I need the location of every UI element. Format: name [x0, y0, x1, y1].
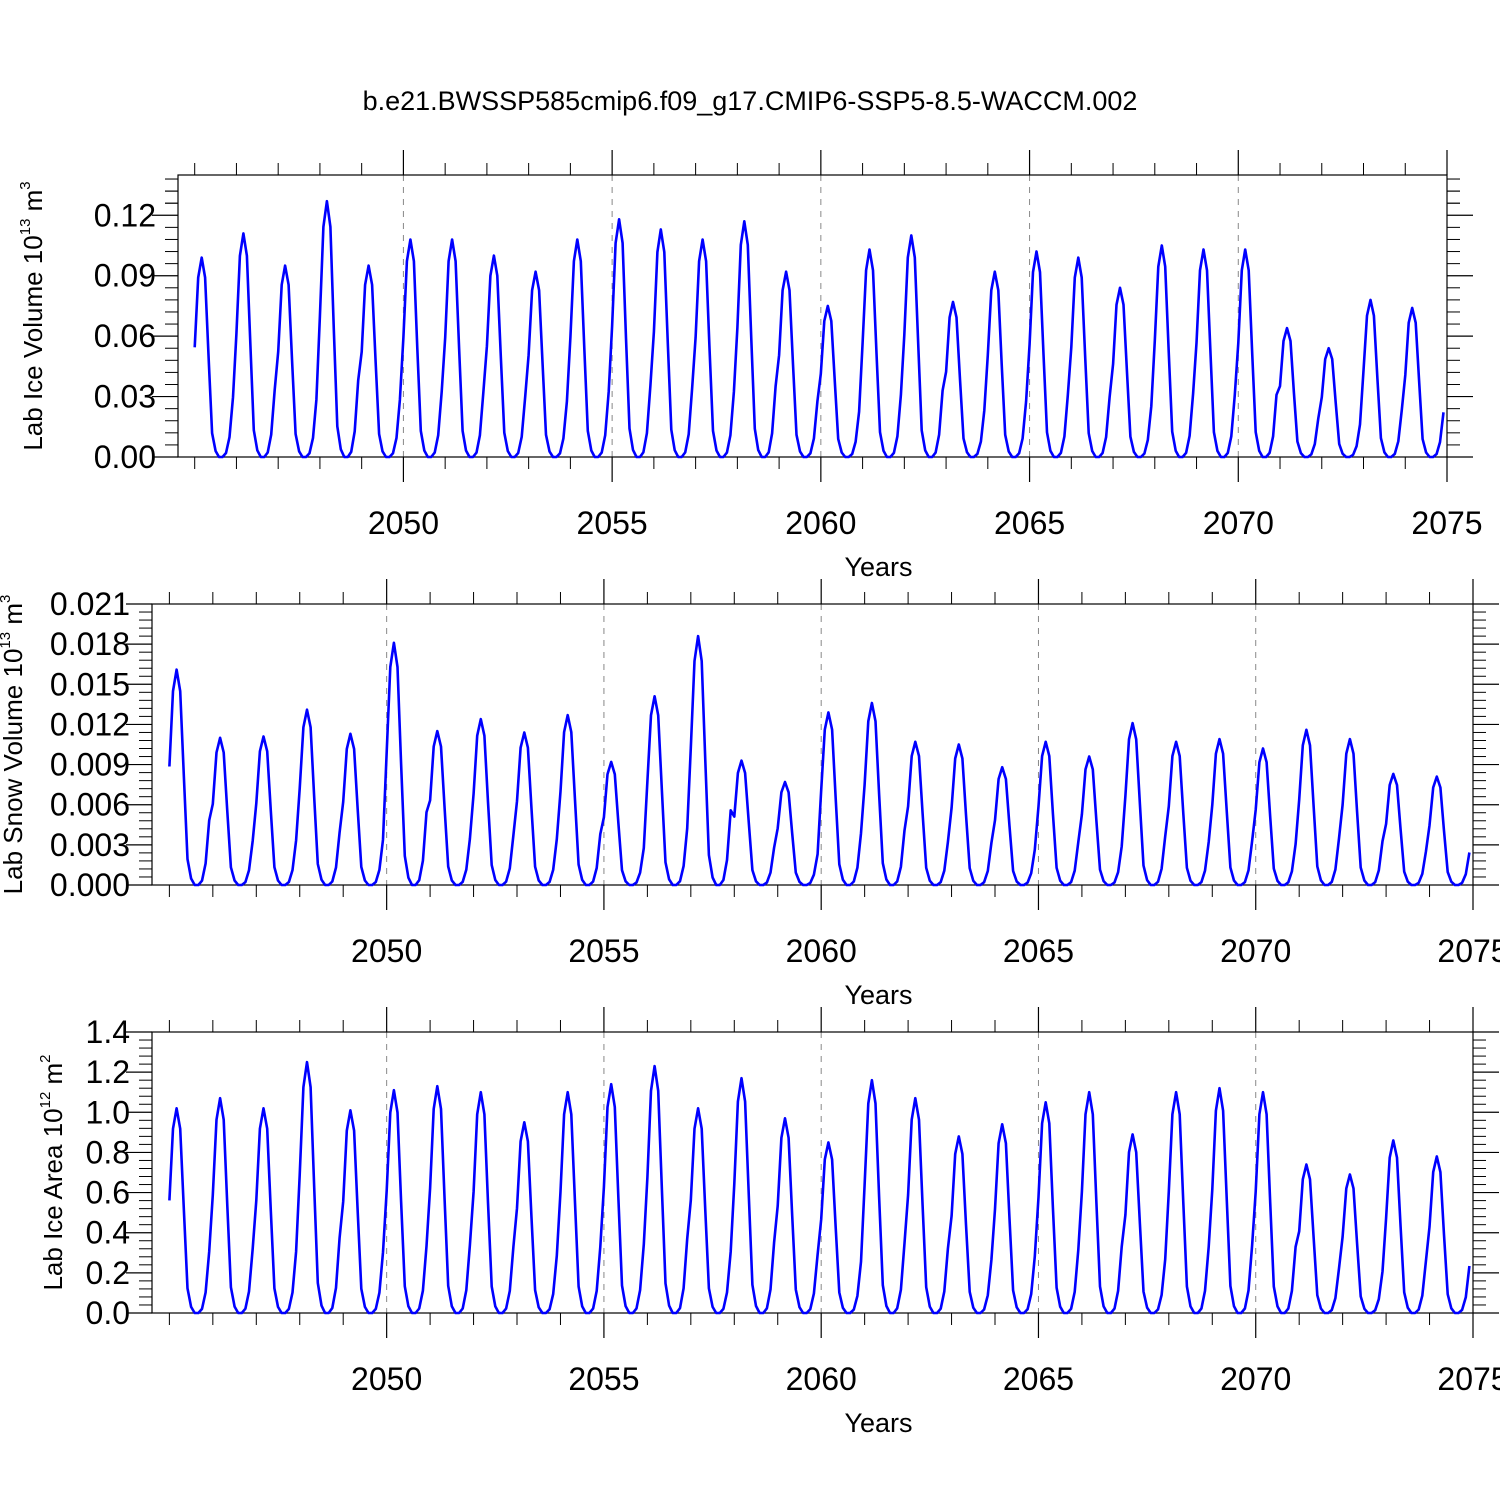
y-axis-label: Lab Ice Volume 1013 m3 — [17, 181, 48, 450]
y-tick-label: 0.021 — [50, 586, 130, 622]
y-axis-label: Lab Ice Area 1012 m2 — [37, 1054, 68, 1290]
x-tick-label: 2050 — [368, 505, 439, 541]
x-tick-label: 2060 — [786, 1361, 857, 1397]
y-tick-label: 0.4 — [86, 1215, 130, 1251]
chart-title: b.e21.BWSSP585cmip6.f09_g17.CMIP6-SSP5-8… — [363, 86, 1138, 116]
y-tick-label: 0.6 — [86, 1175, 130, 1211]
y-tick-label: 0.012 — [50, 706, 130, 742]
y-tick-label: 0.0 — [86, 1295, 130, 1331]
panel-1: 2050 2055 2060 2065 2070 2075 Years 0.00 0.03 0.0… — [17, 150, 1483, 582]
x-tick-label: 2050 — [351, 933, 422, 969]
x-axis-label: Years — [844, 1408, 912, 1438]
x-tick-label: 2055 — [577, 505, 648, 541]
y-tick-label: 0.018 — [50, 626, 130, 662]
plot-frame — [151, 1031, 1474, 1314]
y-tick-label: 0.2 — [86, 1255, 130, 1291]
x-tick-label: 2070 — [1220, 933, 1291, 969]
plot-frame — [151, 603, 1474, 886]
y-tick-label: 1.0 — [86, 1094, 130, 1130]
x-tick-label: 2075 — [1411, 505, 1482, 541]
y-tick-label: 0.009 — [50, 747, 130, 783]
y-tick-label: 0.12 — [94, 197, 156, 233]
y-tick-label: 0.003 — [50, 827, 130, 863]
y-tick-label: 0.006 — [50, 787, 130, 823]
y-tick-label: 0.8 — [86, 1134, 130, 1170]
x-axis-label: Years — [844, 980, 912, 1010]
series-line — [168, 1060, 1471, 1315]
panel-2: 2050 2055 2060 2065 2070 2075 Years 0.000 0.003 0… — [0, 579, 1500, 1010]
x-tick-label: 2075 — [1437, 1361, 1500, 1397]
y-tick-label: 0.09 — [94, 258, 156, 294]
series-line — [168, 634, 1471, 887]
y-tick-label: 0.06 — [94, 318, 156, 354]
x-axis-label: Years — [844, 552, 912, 582]
panel-3: 2050 2055 2060 2065 2070 2075 Years 0.0 0.2 0.4 0.… — [37, 1007, 1500, 1438]
x-tick-label: 2055 — [568, 933, 639, 969]
y-tick-label: 0.015 — [50, 666, 130, 702]
y-tick-label: 0.00 — [94, 439, 156, 475]
x-tick-label: 2070 — [1203, 505, 1274, 541]
x-tick-label: 2065 — [1003, 1361, 1074, 1397]
x-tick-label: 2065 — [1003, 933, 1074, 969]
plot-frame — [177, 174, 1448, 458]
x-tick-label: 2060 — [786, 933, 857, 969]
x-tick-label: 2070 — [1220, 1361, 1291, 1397]
x-tick-label: 2065 — [994, 505, 1065, 541]
y-tick-label: 0.000 — [50, 867, 130, 903]
x-tick-label: 2075 — [1437, 933, 1500, 969]
y-axis-label: Lab Snow Volume 1013 m3 — [0, 595, 28, 895]
y-tick-label: 0.03 — [94, 379, 156, 415]
x-tick-label: 2055 — [568, 1361, 639, 1397]
y-tick-label: 1.2 — [86, 1054, 130, 1090]
x-tick-label: 2060 — [785, 505, 856, 541]
series-line — [193, 199, 1445, 459]
x-tick-label: 2050 — [351, 1361, 422, 1397]
y-tick-label: 1.4 — [86, 1014, 130, 1050]
